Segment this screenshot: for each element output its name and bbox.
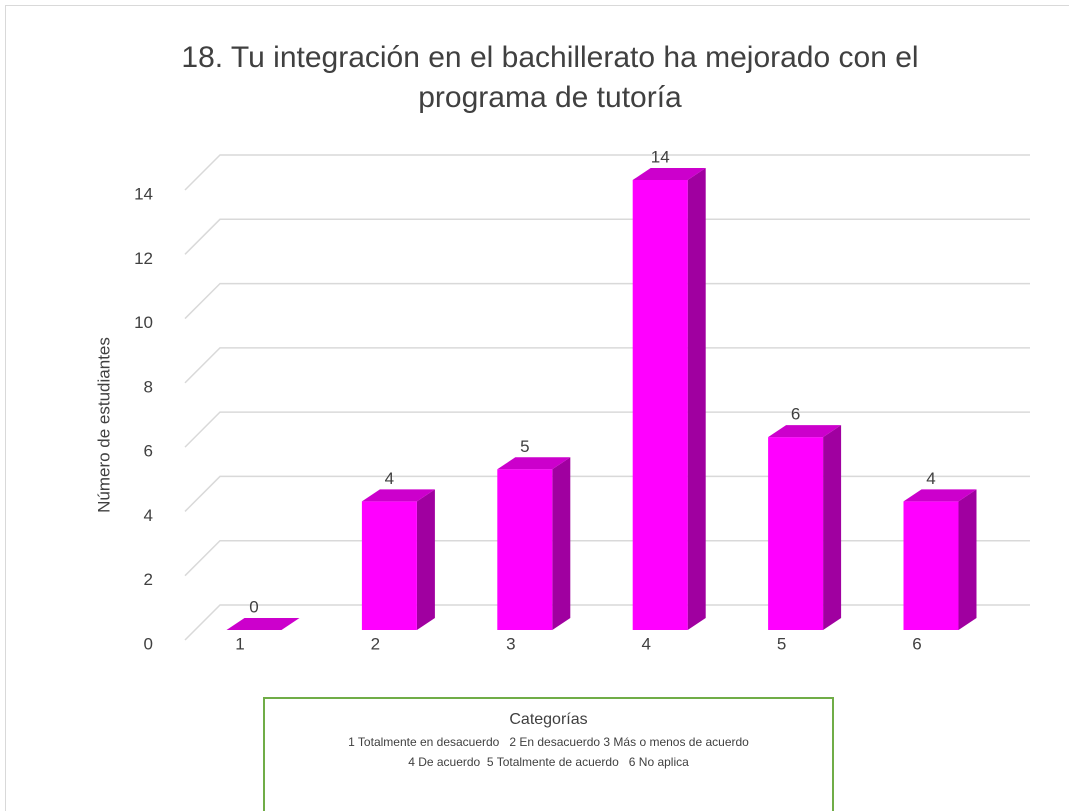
data-label: 6 xyxy=(791,405,800,424)
grid-line xyxy=(184,154,1030,191)
bar-front xyxy=(497,469,553,630)
x-tick-label: 2 xyxy=(371,634,380,653)
bar-side xyxy=(552,457,571,630)
y-tick-label: 4 xyxy=(144,506,153,525)
data-label: 4 xyxy=(926,469,935,488)
grid-line xyxy=(184,218,1030,255)
x-tick-label: 1 xyxy=(235,634,244,653)
bar-top xyxy=(632,168,706,180)
bar-side xyxy=(416,489,435,630)
y-tick-label: 8 xyxy=(144,377,153,396)
bar-front xyxy=(903,501,959,630)
grid-line xyxy=(184,347,1030,384)
bar xyxy=(903,489,977,630)
grid-line xyxy=(184,539,1030,577)
bar xyxy=(361,489,435,630)
grid-line xyxy=(184,475,1030,512)
bar-front xyxy=(361,501,417,630)
x-tick-label: 5 xyxy=(777,634,786,653)
data-label: 14 xyxy=(651,147,670,166)
y-tick-label: 10 xyxy=(134,313,153,332)
bar-top xyxy=(903,489,977,502)
grid-line xyxy=(184,604,1030,641)
bar-side xyxy=(958,489,977,630)
bar xyxy=(497,457,571,630)
data-label: 0 xyxy=(249,597,258,616)
legend-box: Categorías 1 Totalmente en desacuerdo 2 … xyxy=(263,697,834,811)
bar xyxy=(632,168,706,630)
bar-side xyxy=(687,168,706,630)
grid-line xyxy=(184,411,1030,448)
bar-top xyxy=(497,457,571,470)
data-label: 5 xyxy=(520,437,529,456)
data-label: 4 xyxy=(385,469,394,488)
bar-side xyxy=(823,425,842,630)
bar xyxy=(768,425,842,630)
bar xyxy=(226,618,300,630)
grid-line xyxy=(184,282,1030,320)
bar-front xyxy=(768,437,824,630)
chart-title: 18. Tu integración en el bachillerato ha… xyxy=(181,41,919,114)
y-tick-label: 0 xyxy=(144,634,153,653)
chart-border xyxy=(5,5,1069,811)
bar-top xyxy=(768,425,842,438)
y-tick-label: 12 xyxy=(134,249,153,268)
legend-line: 1 Totalmente en desacuerdo 2 En desacuer… xyxy=(348,735,749,749)
y-tick-label: 6 xyxy=(144,442,153,461)
bar-front xyxy=(632,180,688,630)
legend-line: 4 De acuerdo 5 Totalmente de acuerdo 6 N… xyxy=(408,755,689,769)
x-tick-label: 3 xyxy=(506,634,515,653)
bar-top xyxy=(361,489,435,502)
legend-title: Categorías xyxy=(509,711,588,728)
y-tick-label: 14 xyxy=(134,184,153,203)
y-tick-label: 2 xyxy=(144,570,153,589)
x-tick-label: 6 xyxy=(912,634,921,653)
y-axis-label: Número de estudiantes xyxy=(94,337,113,513)
x-tick-label: 4 xyxy=(641,634,650,653)
bar-top xyxy=(226,618,300,630)
